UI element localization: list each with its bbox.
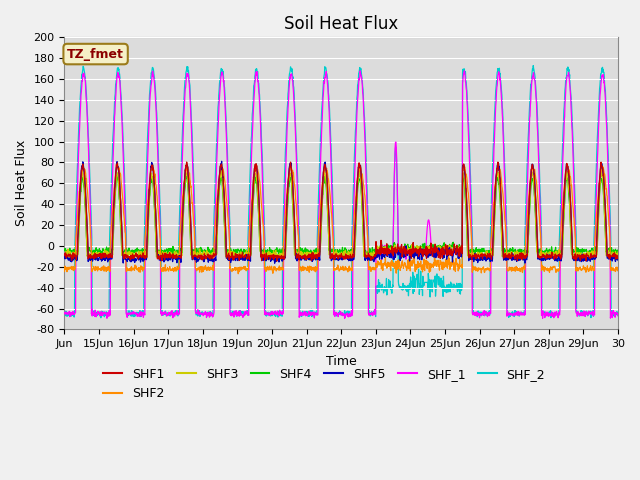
- Legend: SHF1, SHF2, SHF3, SHF4, SHF5, SHF_1, SHF_2: SHF1, SHF2, SHF3, SHF4, SHF5, SHF_1, SHF…: [99, 362, 550, 405]
- Text: TZ_fmet: TZ_fmet: [67, 48, 124, 60]
- X-axis label: Time: Time: [326, 355, 356, 368]
- Y-axis label: Soil Heat Flux: Soil Heat Flux: [15, 140, 28, 227]
- Title: Soil Heat Flux: Soil Heat Flux: [284, 15, 398, 33]
